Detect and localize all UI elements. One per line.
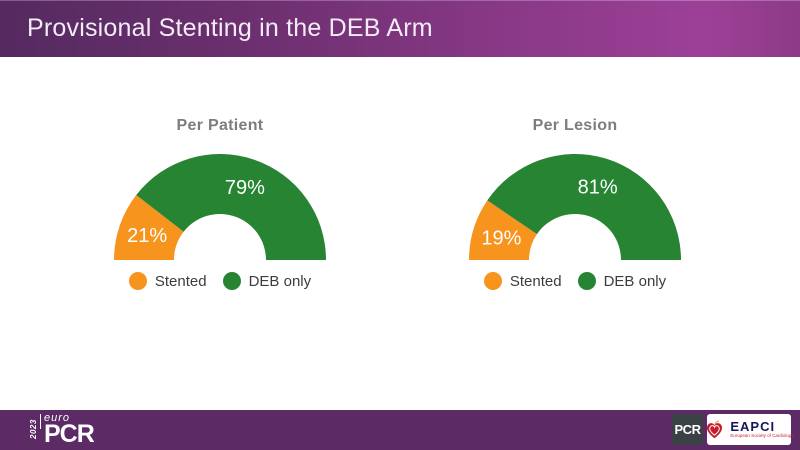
stented-color-dot <box>128 272 147 290</box>
chart-legend: Stented DEB only <box>128 272 312 290</box>
slide-header-bar: Provisional Stenting in the DEB Arm <box>0 0 800 57</box>
donut-segment-stented <box>114 195 184 260</box>
pcr-logo-label: PCR <box>674 422 701 437</box>
eapci-name-label: EAPCI <box>730 419 776 434</box>
europcr-euro-label: euro <box>44 412 71 424</box>
legend-item-stented: Stented <box>128 272 207 290</box>
europcr-pcr-label: PCR <box>44 420 95 448</box>
deb-only-color-dot <box>577 272 596 290</box>
legend-label: Stented <box>154 272 207 290</box>
legend-item-stented: Stented <box>483 272 562 290</box>
donut-svg: 19% 81% <box>469 154 681 260</box>
eapci-tagline-label: European Society of Cardiology <box>730 433 794 438</box>
segment-value-label: 81% <box>578 176 618 198</box>
legend-label: DEB only <box>603 272 667 290</box>
stented-color-dot <box>483 272 502 290</box>
slide-title: Provisional Stenting in the DEB Arm <box>27 14 433 42</box>
donut-segment-deb-only <box>487 154 681 260</box>
segment-value-label: 79% <box>225 177 265 199</box>
chart-per-patient: Per Patient 21% 79% Stented DEB only <box>100 116 340 290</box>
legend-label: DEB only <box>248 272 312 290</box>
legend-item-deb-only: DEB only <box>577 272 667 290</box>
chart-title: Per Lesion <box>532 117 618 134</box>
europcr-logo-divider <box>40 414 41 429</box>
segment-value-label: 19% <box>481 227 521 249</box>
deb-only-color-dot <box>222 272 241 290</box>
chart-title: Per Patient <box>176 117 264 134</box>
europcr-year-label: 2023 <box>29 419 38 440</box>
chart-legend: Stented DEB only <box>483 272 667 290</box>
europcr-wordmark: euro PCR <box>44 412 95 448</box>
chart-per-lesion: Per Lesion 19% 81% Stented DEB only <box>455 116 695 290</box>
half-donut-chart: 19% 81% <box>469 152 681 264</box>
legend-item-deb-only: DEB only <box>222 272 312 290</box>
eapci-text: EAPCI European Society of Cardiology <box>730 420 793 439</box>
donut-svg: 21% 79% <box>114 153 326 260</box>
pcr-logo: PCR <box>672 414 703 445</box>
donut-segment-deb-only <box>136 153 326 260</box>
eapci-logo: EAPCI European Society of Cardiology <box>707 414 794 445</box>
donut-segment-stented <box>469 200 537 260</box>
half-donut-chart: 21% 79% <box>114 152 326 264</box>
eapci-heart-icon <box>707 420 723 439</box>
slide-footer-bar: 2023 euro PCR PCR EAPCI European Society… <box>0 410 800 450</box>
legend-label: Stented <box>509 272 562 290</box>
segment-value-label: 21% <box>127 225 167 247</box>
europcr-logo: 2023 euro PCR <box>29 412 95 448</box>
